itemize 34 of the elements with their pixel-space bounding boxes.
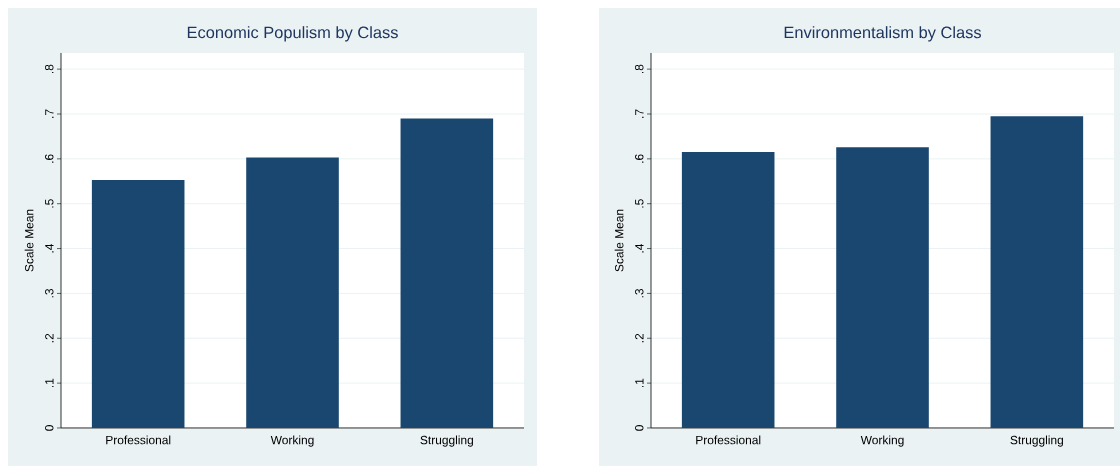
y-tick-label: .8	[635, 64, 644, 74]
x-tick-label: Professional	[696, 435, 761, 445]
y-tick-label: .6	[635, 154, 644, 163]
y-tick-label: .7	[45, 109, 54, 118]
y-axis-title: Scale Mean	[614, 209, 624, 272]
bar	[990, 116, 1084, 428]
x-tick-label: Struggling	[1010, 435, 1063, 447]
y-tick-label: .7	[635, 109, 644, 118]
y-tick-label: .8	[45, 64, 54, 74]
y-tick-label: .3	[45, 288, 54, 298]
y-tick-label: .5	[45, 199, 54, 208]
y-tick-label: .2	[635, 333, 644, 343]
y-axis-title: Scale Mean	[24, 209, 34, 272]
y-tick-label: .1	[635, 378, 644, 388]
bar	[836, 147, 929, 428]
y-tick-label: .5	[635, 199, 644, 208]
y-tick-label: .6	[45, 154, 54, 163]
y-tick-label: .1	[45, 378, 54, 388]
y-tick-label: 0	[45, 425, 54, 431]
y-tick-label: .4	[45, 243, 54, 253]
x-tick-label: Working	[270, 435, 314, 447]
y-tick-label: .3	[635, 288, 644, 298]
chart-title: Environmentalism by Class	[784, 26, 981, 42]
bar	[246, 157, 339, 428]
y-tick-label: .4	[635, 243, 644, 253]
x-tick-label: Struggling	[420, 435, 473, 447]
bar	[681, 152, 775, 428]
bar	[91, 179, 185, 428]
x-tick-label: Professional	[106, 435, 171, 445]
bar	[400, 118, 494, 428]
x-tick-label: Working	[860, 435, 904, 447]
y-tick-label: .2	[45, 333, 54, 343]
chart-title: Economic Populism by Class	[187, 26, 398, 42]
y-tick-label: 0	[635, 425, 644, 431]
